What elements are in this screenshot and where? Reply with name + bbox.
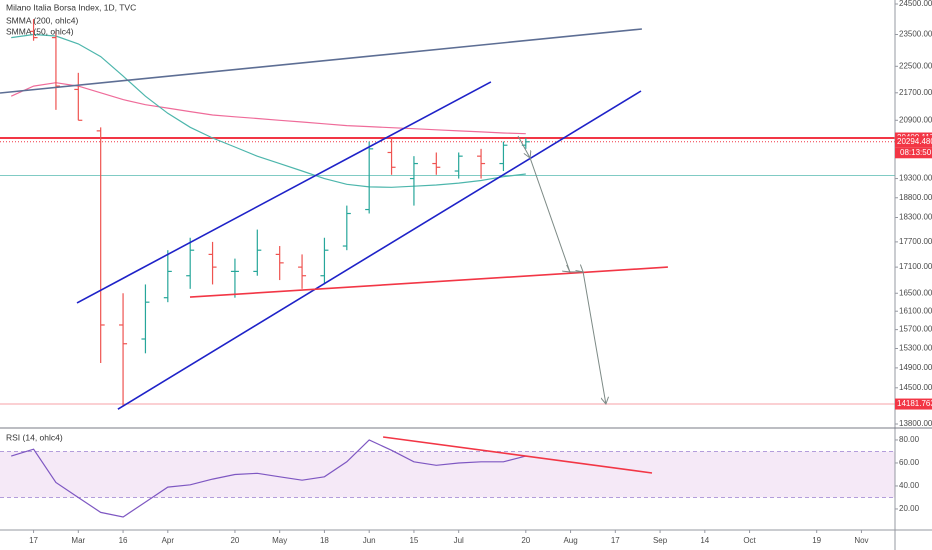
x-tick-label: 15 [409,536,418,545]
price-tag-label: 20294.480 [897,137,932,146]
y-tick-label: 23500.000 [899,30,932,39]
plot-area [0,19,895,518]
trend-line [0,28,642,94]
y-tick-label: 21700.000 [899,88,932,97]
y-tick-label: 20.00 [899,504,920,513]
y-tick-label: 19300.000 [899,174,932,183]
y-tick-label: 60.00 [899,458,920,467]
countdown-tag [895,147,932,159]
price-axis [895,0,932,550]
chart-title: Milano Italia Borsa Index, 1D, TVC [6,2,136,12]
x-tick-label: 19 [812,536,821,545]
x-tick-label: 16 [119,536,128,545]
x-tick-label: 17 [29,536,38,545]
trend-line [117,90,642,410]
x-tick-label: Jun [363,536,376,545]
x-tick-label: Aug [563,536,577,545]
y-tick-label: 14900.000 [899,363,932,372]
y-tick-label: 18800.000 [899,193,932,202]
price-tag [895,136,932,148]
x-tick-label: Nov [854,536,868,545]
rsi-band [0,451,895,498]
y-tick-label: 17700.000 [899,237,932,246]
y-tick-label: 40.00 [899,481,920,490]
legend-entry: SMMA (200, ohlc4) [6,15,78,25]
x-tick-label: Sep [653,536,668,545]
y-tick-label: 22500.000 [899,61,932,70]
x-tick-label: 20 [521,536,530,545]
x-tick-label: Oct [743,536,756,545]
trend-line [76,81,492,304]
trend-line [382,436,653,474]
x-tick-label: Apr [162,536,175,545]
price-tag [895,398,932,410]
x-tick-label: 20 [230,536,239,545]
x-tick-label: 18 [320,536,329,545]
countdown-label: 08:13:50 [900,148,932,157]
trend-line [517,135,606,404]
x-tick-label: May [272,536,287,545]
legend-entry: SMMA (50, ohlc4) [6,26,74,36]
rsi-line [11,439,526,518]
y-tick-label: 17100.000 [899,262,932,271]
y-tick-label: 18300.000 [899,213,932,222]
y-tick-label: 20900.000 [899,115,932,124]
y-tick-label: 80.00 [899,435,920,444]
x-tick-label: Jul [454,536,464,545]
y-tick-label: 15700.000 [899,325,932,334]
x-tick-label: 14 [700,536,709,545]
smma-line [11,33,526,188]
y-tick-label: 16100.000 [899,306,932,315]
smma-line [10,82,526,135]
y-tick-label: 14500.000 [899,383,932,392]
y-tick-label: 15300.000 [899,344,932,353]
y-tick-label: 24500.000 [899,0,932,8]
x-tick-label: 17 [611,536,620,545]
y-tick-label: 13800.000 [899,419,932,428]
x-tick-label: Mar [71,536,85,545]
price-tag-label: 14181.763 [897,399,932,408]
y-tick-label: 16500.000 [899,288,932,297]
rsi-title: RSI (14, ohlc4) [6,432,63,442]
